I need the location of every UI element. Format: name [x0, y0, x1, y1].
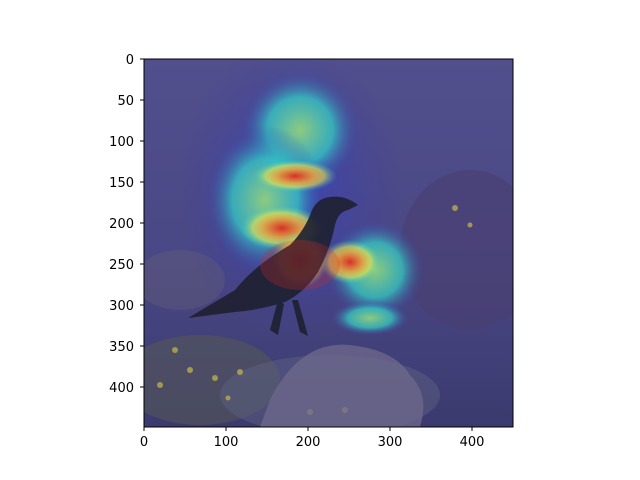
x-tick-label: 300 [378, 435, 403, 450]
y-tick: 400 [109, 381, 144, 396]
x-tick-label: 400 [460, 435, 485, 450]
y-tick-label: 150 [109, 176, 134, 191]
y-tick: 300 [109, 299, 144, 314]
x-tick: 200 [296, 427, 321, 450]
x-axis: 0 100 200 300 400 [140, 427, 485, 450]
y-tick: 0 [126, 53, 144, 68]
y-tick: 250 [109, 258, 144, 273]
y-axis: 0 50 100 150 200 250 300 350 [109, 53, 144, 396]
y-tick-label: 350 [109, 340, 134, 355]
x-tick: 400 [460, 427, 485, 450]
x-tick: 0 [140, 427, 148, 450]
y-tick: 100 [109, 135, 144, 150]
y-tick-label: 50 [117, 94, 134, 109]
y-tick: 200 [109, 217, 144, 232]
y-tick-label: 200 [109, 217, 134, 232]
x-tick: 300 [378, 427, 403, 450]
y-tick: 350 [109, 340, 144, 355]
y-tick-label: 100 [109, 135, 134, 150]
y-tick: 150 [109, 176, 144, 191]
axes-frame [143, 58, 514, 428]
y-tick: 50 [117, 94, 144, 109]
y-tick-label: 400 [109, 381, 134, 396]
x-tick-label: 100 [214, 435, 239, 450]
y-tick-label: 250 [109, 258, 134, 273]
y-tick-label: 0 [126, 53, 134, 68]
x-tick-label: 200 [296, 435, 321, 450]
heatmap-image [144, 59, 513, 427]
bird [188, 196, 358, 336]
x-tick-label: 0 [140, 435, 148, 450]
x-tick: 100 [214, 427, 239, 450]
y-tick-label: 300 [109, 299, 134, 314]
